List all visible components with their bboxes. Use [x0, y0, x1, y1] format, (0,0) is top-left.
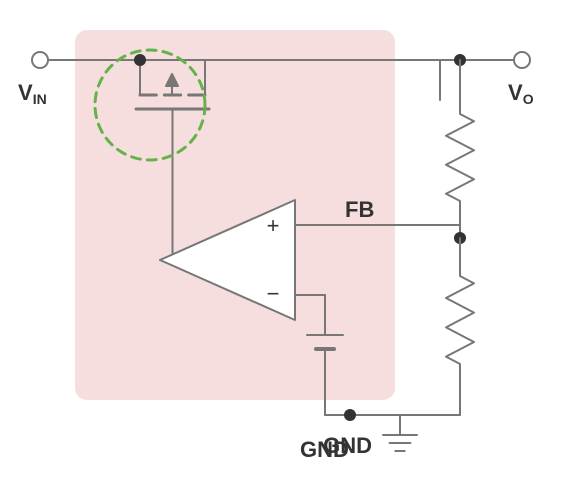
label-vin: VIN	[18, 80, 47, 107]
label-vo: VO	[508, 80, 534, 107]
label-gnd: GND	[300, 437, 349, 462]
terminal-vo	[514, 52, 530, 68]
node-gnd-tap	[344, 409, 356, 421]
opamp-plus-label: +	[267, 213, 280, 238]
opamp-minus-label: −	[267, 281, 280, 306]
label-fb: FB	[345, 197, 374, 222]
resistor-r2	[446, 262, 474, 378]
resistor-r1	[446, 100, 474, 215]
node-mosfet-source	[134, 54, 146, 66]
terminal-vin	[32, 52, 48, 68]
ldo-circuit-diagram: VINVO+−FBGNDGND	[0, 0, 562, 501]
